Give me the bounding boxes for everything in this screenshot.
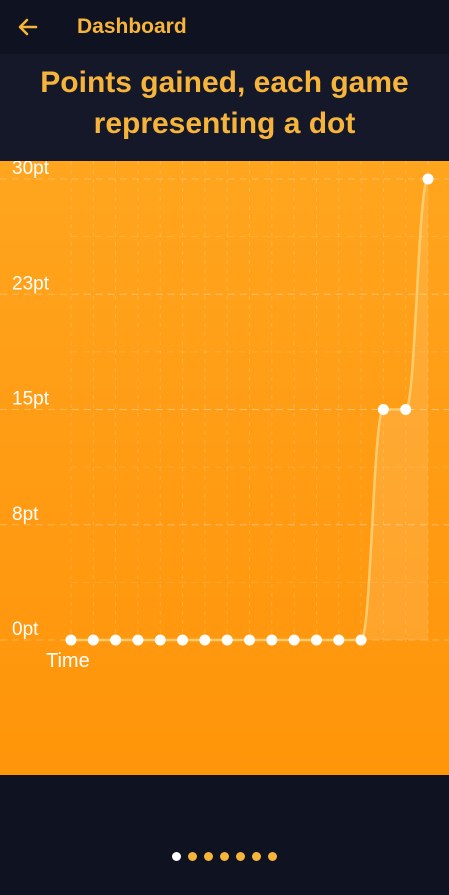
data-point-dot xyxy=(355,634,367,646)
page-indicator-dot[interactable] xyxy=(220,852,229,861)
top-app-bar: Dashboard xyxy=(0,0,449,54)
arrow-left-icon xyxy=(18,18,38,36)
page-indicator-dot[interactable] xyxy=(188,852,197,861)
data-point-dot xyxy=(266,634,278,646)
back-button[interactable] xyxy=(10,10,46,44)
page-indicator xyxy=(0,852,449,861)
data-point-dot xyxy=(65,634,77,646)
y-tick-label: 15pt xyxy=(12,389,50,410)
y-tick-label: 23pt xyxy=(12,273,50,294)
page-indicator-dot[interactable] xyxy=(172,852,181,861)
x-axis-label: Time xyxy=(46,650,90,672)
chart-grid xyxy=(0,161,449,644)
data-point-dot xyxy=(400,404,412,415)
page-header: Points gained, each game representing a … xyxy=(0,54,449,161)
data-point-dot xyxy=(177,634,189,646)
data-point-dot xyxy=(221,634,233,646)
page-indicator-dot[interactable] xyxy=(236,852,245,861)
points-chart: 0pt 8pt 15pt 23pt 30pt Time xyxy=(0,161,449,672)
data-point-dot xyxy=(199,634,211,646)
y-tick-label: 0pt xyxy=(12,619,39,640)
footer xyxy=(0,775,449,895)
data-point-dot xyxy=(422,173,434,185)
data-point-dot xyxy=(87,634,99,646)
page-title: Points gained, each game representing a … xyxy=(40,66,409,140)
data-point-dot xyxy=(244,634,255,646)
area-fill xyxy=(71,179,428,640)
app-bar-title: Dashboard xyxy=(77,15,187,38)
page-indicator-dot[interactable] xyxy=(268,852,277,861)
data-point-dot xyxy=(110,634,122,646)
data-point-dot xyxy=(154,634,166,646)
chart-dots xyxy=(65,173,434,646)
y-tick-label: 30pt xyxy=(12,161,50,179)
data-point-dot xyxy=(377,404,389,415)
data-point-dot xyxy=(333,634,345,646)
data-point-dot xyxy=(132,634,144,646)
chart-panel: 0pt 8pt 15pt 23pt 30pt Time xyxy=(0,161,449,775)
data-point-dot xyxy=(310,634,322,646)
chart-area xyxy=(71,179,428,640)
page-indicator-dot[interactable] xyxy=(252,852,261,861)
y-tick-label: 8pt xyxy=(12,504,39,525)
data-point-dot xyxy=(288,634,300,646)
page-indicator-dot[interactable] xyxy=(204,852,213,861)
chart-labels: 0pt 8pt 15pt 23pt 30pt Time xyxy=(12,161,90,672)
